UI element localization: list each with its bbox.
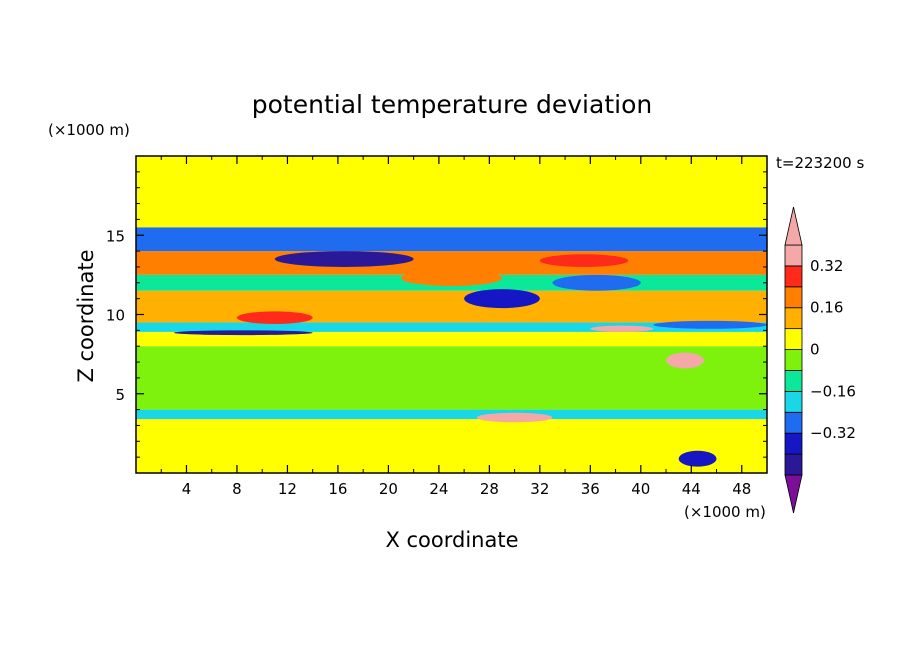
- field-band-3: [136, 331, 767, 347]
- x-unit-label: (×1000 m): [684, 503, 766, 521]
- time-label: t=223200 s: [776, 154, 864, 172]
- field-band-9: [136, 211, 767, 228]
- x-tick-label: 8: [232, 480, 242, 498]
- colorbar-segment: [784, 432, 803, 455]
- colorbar-segment: [784, 265, 803, 288]
- x-tick-label: 16: [328, 480, 347, 498]
- colorbar-bottom-arrow: [784, 474, 803, 514]
- field-feature-6: [590, 325, 654, 332]
- field-feature-11: [678, 450, 717, 467]
- x-tick-label: 32: [530, 480, 549, 498]
- colorbar-tick-label: −0.16: [810, 382, 856, 400]
- y-tick-label: 15: [106, 227, 125, 245]
- colorbar-segment: [784, 370, 803, 392]
- colorbar-tick-label: 0: [810, 341, 820, 359]
- x-tick-label: 12: [278, 480, 297, 498]
- x-tick-label: 28: [480, 480, 499, 498]
- colorbar-segment: [784, 453, 803, 476]
- field-feature-5: [539, 254, 629, 267]
- field-feature-2: [464, 289, 540, 309]
- contour-field: [136, 156, 767, 473]
- x-axis-label: X coordinate: [385, 528, 518, 552]
- field-feature-12: [666, 352, 704, 369]
- field-band-1: [136, 409, 767, 420]
- x-tick-label: 40: [631, 480, 650, 498]
- colorbar-segment: [784, 349, 803, 371]
- colorbar-segment: [784, 411, 803, 434]
- colorbar-tick-label: 0.32: [810, 257, 843, 275]
- x-tick-label: 48: [732, 480, 751, 498]
- field-feature-10: [476, 412, 553, 423]
- colorbar-segment: [784, 307, 803, 330]
- x-tick-label: 44: [682, 480, 701, 498]
- colorbar-segment: [784, 328, 803, 350]
- field-feature-8: [173, 330, 313, 336]
- field-feature-4: [401, 270, 502, 286]
- x-tick-label: 20: [379, 480, 398, 498]
- colorbar-tick-label: 0.16: [810, 299, 843, 317]
- colorbar-segment: [784, 390, 803, 413]
- field-band-4: [136, 322, 767, 332]
- field-band-5: [136, 290, 767, 323]
- colorbar: −0.32 −0.16 0 0.16 0.32: [784, 206, 856, 514]
- field-feature-0: [161, 230, 225, 242]
- y-axis-label: Z coordinate: [74, 249, 98, 382]
- x-tick-label: 24: [429, 480, 448, 498]
- field-band-0: [136, 419, 767, 473]
- colorbar-segment: [784, 286, 803, 309]
- x-tick-label: 36: [581, 480, 600, 498]
- field-band-10: [136, 156, 767, 212]
- y-tick-label: 5: [115, 386, 125, 404]
- y-unit-label: (×1000 m): [48, 121, 130, 139]
- field-feature-3: [552, 274, 641, 291]
- field-feature-9: [236, 311, 313, 325]
- x-tick-label: 4: [182, 480, 192, 498]
- field-band-8: [136, 227, 767, 252]
- y-tick-label: 10: [106, 307, 125, 325]
- field-band-2: [136, 346, 767, 410]
- colorbar-segment: [784, 244, 803, 267]
- field-feature-1: [274, 251, 414, 267]
- chart-title: potential temperature deviation: [252, 90, 652, 119]
- field-feature-7: [653, 320, 767, 329]
- colorbar-tick-label: −0.32: [810, 424, 856, 442]
- colorbar-top-arrow: [784, 206, 803, 246]
